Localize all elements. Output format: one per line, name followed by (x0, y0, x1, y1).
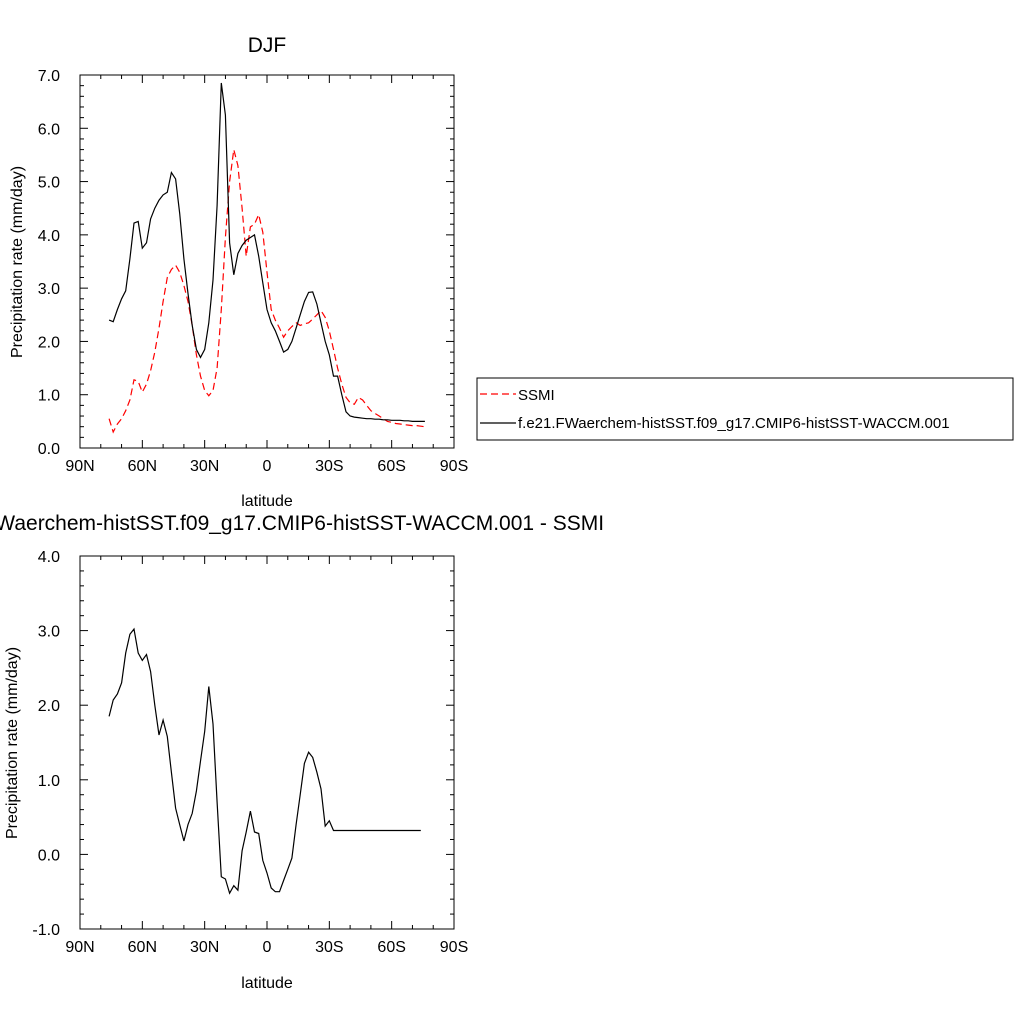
top-plot-frame (79, 74, 455, 449)
top-y-tick-label: 5.0 (38, 175, 60, 192)
bottom-y-tick-label: 0.0 (38, 847, 60, 864)
bottom-x-tick-label: 30S (315, 939, 343, 956)
legend-label-ssmi: SSMI (518, 387, 555, 404)
top-chart-title: DJF (248, 34, 287, 57)
bottom-y-axis-label: Precipitation rate (mm/day) (4, 647, 21, 839)
top-y-tick-label: 6.0 (38, 121, 60, 138)
top-x-tick-label: 30N (190, 458, 219, 475)
legend-box (476, 377, 1014, 441)
top-y-tick-label: 4.0 (38, 228, 60, 245)
bottom-tick-marks: 90N 60N 30N 0 30S 60S 90S -1.0 0.0 1.0 2.0 3.0 4.0 (32, 549, 468, 956)
bottom-series-lines (108, 627, 421, 895)
bottom-x-tick-label: 60S (377, 939, 405, 956)
top-tick-marks: 90N 60N 30N 0 30S 60S 90S 0.0 1.0 2.0 3.0 4.0 5.0 6.0… (38, 68, 468, 475)
top-x-axis-label: latitude (241, 493, 293, 510)
bottom-y-tick-label: 2.0 (38, 698, 60, 715)
top-y-axis-label: Precipitation rate (mm/day) (9, 166, 26, 358)
bottom-x-tick-label: 60N (128, 939, 157, 956)
top-x-tick-label: 0 (263, 458, 272, 475)
bottom-y-tick-label: 4.0 (38, 549, 60, 566)
bottom-y-tick-label: -1.0 (32, 922, 60, 939)
legend: SSMI f.e21.FWaerchem-histSST.f09_g17.CMI… (476, 377, 1014, 441)
bottom-x-tick-label: 30N (190, 939, 219, 956)
top-series-line-ssmi (108, 149, 425, 434)
top-x-tick-label: 90S (440, 458, 468, 475)
top-panel: DJF Precipitation rate (mm/day) latitude… (9, 34, 468, 510)
top-x-tick-label: 90N (65, 458, 94, 475)
bottom-y-tick-label: 1.0 (38, 773, 60, 790)
bottom-chart-title: f.e21.FWaerchem-histSST.f09_g17.CMIP6-hi… (0, 512, 604, 535)
top-x-tick-label: 60S (377, 458, 405, 475)
top-x-tick-label: 60N (128, 458, 157, 475)
bottom-x-tick-label: 90S (440, 939, 468, 956)
bottom-x-axis-label: latitude (241, 975, 293, 992)
bottom-panel: f.e21.FWaerchem-histSST.f09_g17.CMIP6-hi… (0, 512, 604, 992)
top-x-tick-label: 30S (315, 458, 343, 475)
legend-label-model: f.e21.FWaerchem-histSST.f09_g17.CMIP6-hi… (518, 415, 950, 432)
top-y-tick-label: 0.0 (38, 441, 60, 458)
top-y-tick-label: 3.0 (38, 281, 60, 298)
bottom-y-tick-label: 3.0 (38, 624, 60, 641)
bottom-x-tick-label: 90N (65, 939, 94, 956)
top-y-tick-label: 7.0 (38, 68, 60, 85)
top-series-lines (108, 82, 425, 434)
top-series-line-model (108, 82, 425, 422)
bottom-x-tick-label: 0 (263, 939, 272, 956)
top-y-tick-label: 2.0 (38, 334, 60, 351)
bottom-series-line-model (108, 627, 421, 895)
top-y-tick-label: 1.0 (38, 388, 60, 405)
